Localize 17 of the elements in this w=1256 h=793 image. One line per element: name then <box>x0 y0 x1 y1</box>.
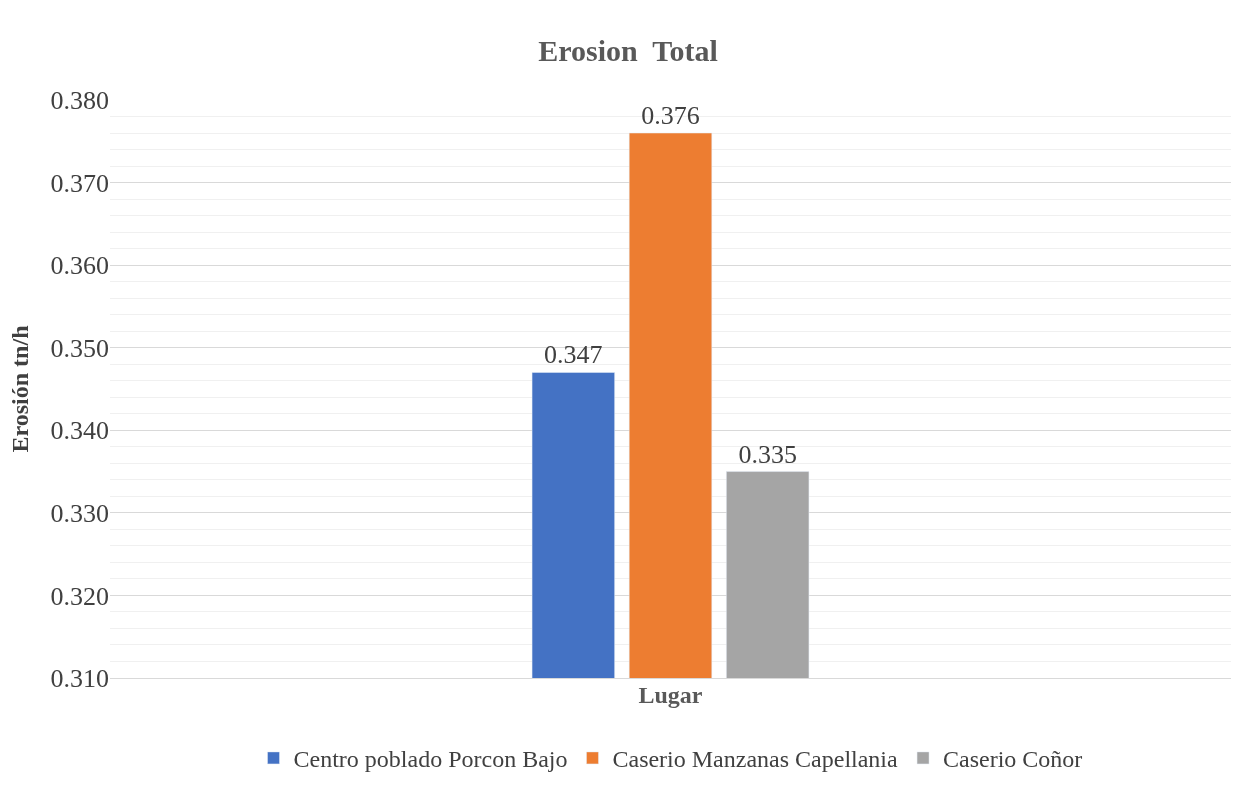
data-label: 0.335 <box>738 439 797 469</box>
y-tick-label: 0.360 <box>50 251 109 281</box>
y-axis-title: Erosión tn/h <box>6 325 33 453</box>
y-tick-label: 0.350 <box>50 333 109 363</box>
chart-title: Erosion Total <box>538 33 718 67</box>
x-axis-title: Lugar <box>638 681 703 708</box>
data-label: 0.376 <box>641 101 700 131</box>
data-label: 0.347 <box>544 340 603 370</box>
y-tick-label: 0.310 <box>50 664 109 694</box>
y-tick-label: 0.330 <box>50 498 109 528</box>
y-tick-label: 0.370 <box>50 168 109 198</box>
legend-label: Centro poblado Porcon Bajo <box>293 746 568 773</box>
legend-label: Caserio Manzanas Capellania <box>612 746 899 773</box>
y-tick-label: 0.320 <box>50 581 109 611</box>
y-tick-label: 0.340 <box>50 416 109 446</box>
legend-label: Caserio Coñor <box>943 746 1083 773</box>
y-tick-label: 0.380 <box>50 86 109 116</box>
